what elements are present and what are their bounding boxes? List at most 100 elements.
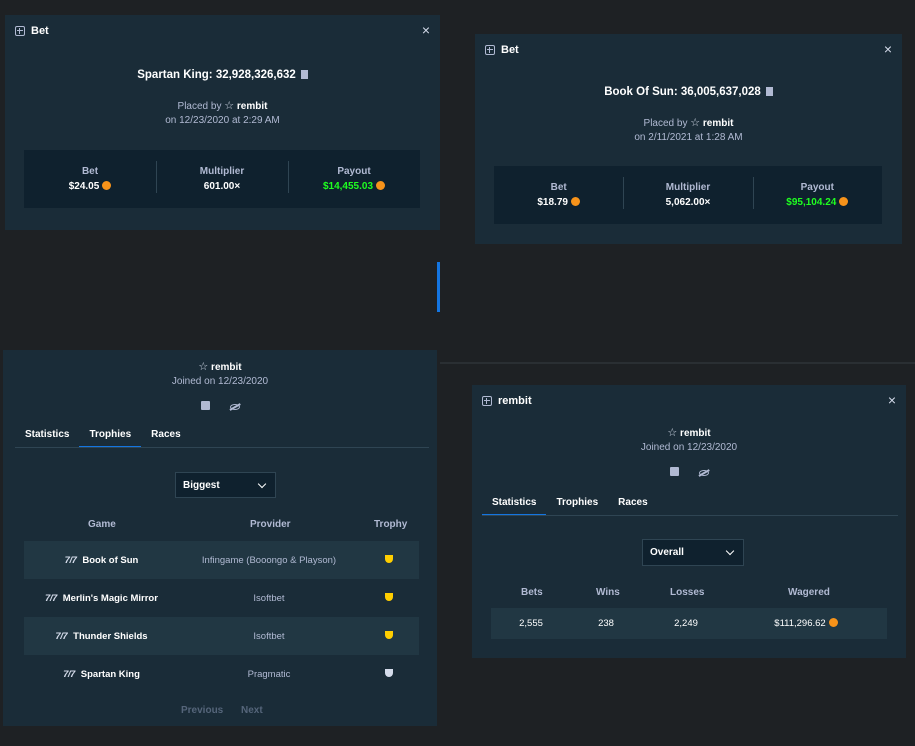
tab-statistics[interactable]: Statistics xyxy=(25,429,70,440)
table-row[interactable]: 7/7 Book of Sun Infingame (Booongo & Play… xyxy=(24,541,419,579)
trophy-icon xyxy=(385,554,393,563)
tab-divider xyxy=(15,447,429,448)
payout-label: Payout xyxy=(800,182,834,193)
bet-payout: Payout $14,455.03 xyxy=(288,161,420,193)
col-wins: Wins xyxy=(596,587,620,598)
multiplier-value: 601.00× xyxy=(203,181,241,192)
select-value: Biggest xyxy=(183,479,220,491)
game-title: Spartan King: 32,928,326,632 xyxy=(5,69,440,81)
row-game: Thunder Shields xyxy=(73,630,148,642)
table-row[interactable]: 7/7 Merlin's Magic Mirror Isoftbet xyxy=(24,579,419,617)
close-icon[interactable]: × xyxy=(887,392,896,408)
tab-races[interactable]: Races xyxy=(151,429,181,440)
hidden-eye-icon[interactable] xyxy=(698,470,709,476)
star-icon: ☆ xyxy=(224,100,235,112)
bet-panel-header: Bet xyxy=(5,15,440,47)
hidden-eye-icon[interactable] xyxy=(229,404,240,410)
row-game: Book of Sun xyxy=(82,554,139,566)
stat-losses: 2,249 xyxy=(674,618,698,629)
profile-panel-title: rembit xyxy=(498,395,532,407)
row-provider: Isoftbet xyxy=(253,592,285,604)
payout-value: $95,104.24 xyxy=(786,197,837,208)
stat-wagered: $111,296.62 xyxy=(774,618,826,629)
bet-multiplier: Multiplier 5,062.00× xyxy=(623,177,752,209)
table-row[interactable]: 7/7 Spartan King Pragmatic xyxy=(24,655,419,693)
tab-trophies[interactable]: Trophies xyxy=(79,428,142,448)
stat-bets: 2,555 xyxy=(519,618,543,629)
copy-icon[interactable] xyxy=(765,87,773,96)
game-title: Book Of Sun: 36,005,637,028 xyxy=(475,86,902,98)
payout-label: Payout xyxy=(337,166,371,177)
col-provider: Provider xyxy=(250,519,291,530)
bet-amount: Bet $18.79 xyxy=(494,182,623,208)
profile-username: rembit xyxy=(680,428,711,439)
placed-by-label: Placed by xyxy=(643,118,688,129)
chevron-down-icon xyxy=(725,546,735,556)
bet-label: Bet xyxy=(550,182,567,193)
copy-icon[interactable] xyxy=(300,70,308,79)
row-game: Merlin's Magic Mirror xyxy=(62,592,158,604)
profile-tabs: Statistics Trophies Races xyxy=(482,496,658,516)
bitcoin-icon xyxy=(828,618,838,627)
multiplier-label: Multiplier xyxy=(665,182,711,193)
tab-statistics[interactable]: Statistics xyxy=(482,496,547,516)
bet-amount: Bet $24.05 xyxy=(24,166,156,192)
bet-value: $24.05 xyxy=(68,181,100,192)
col-wagered: Wagered xyxy=(788,587,830,598)
bitcoin-icon xyxy=(839,197,849,206)
trophy-sort-select[interactable]: Biggest xyxy=(175,472,276,498)
stat-wins: 238 xyxy=(598,618,614,629)
tip-icon[interactable] xyxy=(200,401,210,410)
row-game: Spartan King xyxy=(80,668,140,680)
profile-username: rembit xyxy=(211,362,242,373)
user-link[interactable]: rembit xyxy=(236,101,268,112)
close-icon[interactable]: × xyxy=(883,41,892,57)
user-icon xyxy=(482,396,492,406)
game-id: Book Of Sun: 36,005,637,028 xyxy=(604,86,761,98)
bet-payout: Payout $95,104.24 xyxy=(752,177,882,209)
col-bets: Bets xyxy=(521,587,543,598)
slot-icon: 7/7 xyxy=(45,592,57,604)
placed-by: Placed by ☆ rembit xyxy=(475,116,902,131)
table-row[interactable]: 7/7 Thunder Shields Isoftbet xyxy=(24,617,419,655)
bet-label: Bet xyxy=(81,166,99,177)
bet-icon xyxy=(15,26,25,36)
bitcoin-icon xyxy=(376,181,386,190)
close-icon[interactable]: × xyxy=(421,22,430,38)
trophy-icon xyxy=(385,592,393,601)
slot-icon: 7/7 xyxy=(55,630,68,642)
game-id: Spartan King: 32,928,326,632 xyxy=(137,69,296,81)
profile-tabs: Statistics Trophies Races xyxy=(15,428,191,448)
multiplier-label: Multiplier xyxy=(199,166,245,177)
background-window-strip xyxy=(440,362,915,364)
profile-panel-header: rembit xyxy=(472,385,906,417)
next-button[interactable]: Next xyxy=(241,705,263,716)
bet-panel-1: Bet × Spartan King: 32,928,326,632 Place… xyxy=(5,15,440,230)
placed-by-label: Placed by xyxy=(177,101,222,112)
tip-icon[interactable] xyxy=(669,467,679,476)
previous-button[interactable]: Previous xyxy=(181,705,224,716)
tab-races[interactable]: Races xyxy=(618,497,648,508)
profile-panel-statistics: rembit × ☆ rembit Joined on 12/23/2020 S… xyxy=(472,385,906,658)
bet-panel-title: Bet xyxy=(31,25,49,37)
col-game: Game xyxy=(88,519,116,530)
bet-multiplier: Multiplier 601.00× xyxy=(156,161,288,193)
bet-panel-header: Bet xyxy=(475,34,902,66)
profile-panel-trophies: ☆ rembit Joined on 12/23/2020 Statistics… xyxy=(3,350,437,726)
multiplier-value: 5,062.00× xyxy=(665,197,711,208)
bet-date: on 12/23/2020 at 2:29 AM xyxy=(165,115,280,126)
bet-panel-2: Bet × Book Of Sun: 36,005,637,028 Placed… xyxy=(475,34,902,244)
col-losses: Losses xyxy=(670,587,705,598)
profile-user: ☆ rembit xyxy=(472,426,906,441)
tab-trophies[interactable]: Trophies xyxy=(556,497,599,508)
trophy-icon xyxy=(385,630,393,639)
row-provider: Pragmatic xyxy=(247,668,291,680)
slot-icon: 7/7 xyxy=(63,668,75,680)
select-value: Overall xyxy=(650,547,684,558)
star-icon: ☆ xyxy=(690,117,701,129)
placed-by: Placed by ☆ rembit xyxy=(5,99,440,114)
stats-period-select[interactable]: Overall xyxy=(642,539,744,566)
user-link[interactable]: rembit xyxy=(702,118,734,129)
bitcoin-icon xyxy=(570,197,580,206)
bet-icon xyxy=(485,45,495,55)
